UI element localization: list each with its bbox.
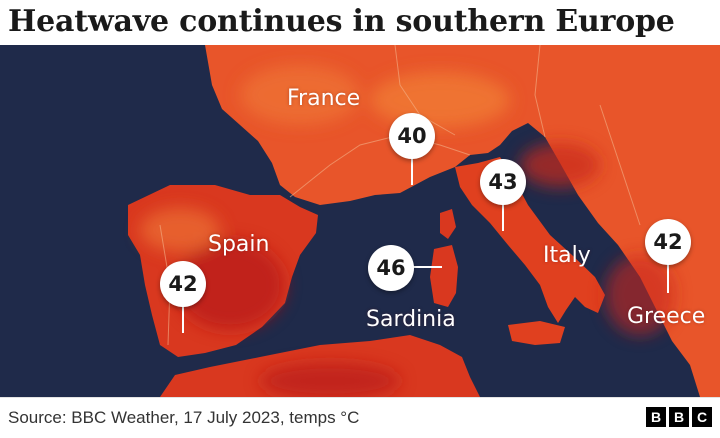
landmass-north	[205, 45, 720, 397]
bbc-logo-letter: C	[692, 407, 712, 427]
source-note: Source: BBC Weather, 17 July 2023, temps…	[8, 408, 360, 427]
region-label-italy: Italy	[543, 243, 591, 268]
landmass-corsica	[440, 209, 456, 239]
bbc-logo-letter: B	[646, 407, 666, 427]
temperature-pin-italy: 43	[480, 159, 526, 205]
leader-line-sardinia	[412, 266, 442, 268]
landmass-sicily	[508, 321, 565, 345]
region-label-greece: Greece	[627, 304, 706, 329]
map-background	[0, 45, 720, 397]
temperature-pin-greece: 42	[645, 219, 691, 265]
leader-line-france	[411, 135, 413, 185]
footer: Source: BBC Weather, 17 July 2023, temps…	[0, 397, 720, 438]
leader-line-italy	[502, 185, 504, 231]
temperature-pin-spain: 42	[160, 261, 206, 307]
leader-line-greece	[667, 241, 669, 293]
bbc-logo-letter: B	[669, 407, 689, 427]
region-label-sardinia: Sardinia	[366, 307, 456, 332]
region-label-spain: Spain	[208, 232, 270, 257]
region-label-france: France	[287, 86, 361, 111]
heat-map: France Spain Italy Sardinia Greece 40 42…	[0, 45, 720, 397]
heat-patches	[140, 65, 675, 397]
temperature-pin-sardinia: 46	[368, 245, 414, 291]
leader-line-spain	[182, 285, 184, 333]
landmass-sardinia	[430, 245, 458, 307]
page-title: Heatwave continues in southern Europe	[8, 4, 675, 39]
bbc-logo: B B C	[646, 407, 712, 427]
temperature-pin-france: 40	[389, 113, 435, 159]
